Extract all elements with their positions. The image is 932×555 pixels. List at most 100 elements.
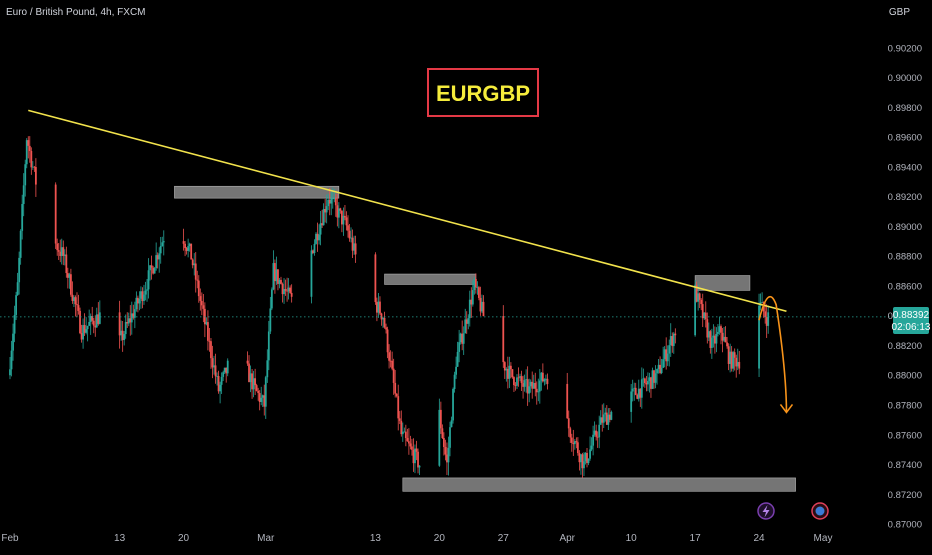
candle-body [599, 417, 602, 425]
candle-body [182, 241, 185, 244]
candle-body [74, 297, 77, 305]
price-zone[interactable] [694, 275, 751, 291]
candle-body [639, 388, 642, 398]
candle-body [570, 437, 573, 443]
price-zone[interactable] [174, 185, 340, 199]
candle-body [414, 448, 416, 464]
candle-body [184, 243, 186, 249]
candle-body [721, 332, 724, 341]
candle-body [92, 320, 95, 326]
candle-body [21, 203, 24, 231]
x-tick-label: 27 [498, 533, 510, 544]
candle-body [470, 299, 473, 305]
candle-body [325, 206, 328, 213]
candle-body [91, 316, 94, 321]
candle-body [467, 318, 470, 324]
candle-body [598, 424, 601, 438]
lightning-event-icon[interactable] [757, 502, 775, 520]
candle-body [284, 289, 287, 291]
candle-body [665, 349, 668, 362]
candle-body [24, 164, 27, 186]
candle-body [205, 322, 208, 325]
candle-body [89, 316, 92, 322]
candle-body [583, 461, 585, 469]
candle-body [132, 313, 135, 318]
candle-body [133, 309, 136, 318]
candle-body [127, 318, 130, 324]
candle-body [389, 360, 392, 362]
candle-body [473, 279, 476, 291]
candle-body [710, 337, 713, 348]
candle-body [523, 380, 526, 387]
candle-body [351, 237, 354, 251]
candle-body [278, 279, 281, 284]
symbol-badge[interactable]: EURGBP [427, 68, 539, 117]
y-tick-label: 0.89400 [888, 162, 922, 173]
candle-body [508, 365, 511, 379]
candle-body [251, 373, 253, 390]
x-tick-label: 17 [690, 533, 702, 544]
price-zone[interactable] [384, 273, 477, 285]
candle-body [474, 279, 477, 288]
candle-body [56, 243, 59, 251]
candle-body [155, 255, 158, 269]
descending-trendline[interactable] [28, 109, 787, 313]
candle-body [697, 293, 700, 302]
candle-body [633, 387, 636, 389]
candle-body [289, 287, 292, 293]
candle-body [514, 385, 517, 386]
candle-body [529, 381, 532, 387]
candle-body [140, 291, 142, 299]
candle-body [602, 414, 605, 423]
candle-body [572, 442, 575, 445]
candle-body [59, 251, 62, 256]
candle-body [662, 359, 665, 368]
current-price-box[interactable]: 0.88392 02:06:13 [892, 307, 931, 334]
candle-body [220, 376, 223, 385]
candle-body [336, 205, 339, 218]
candles-layer [9, 136, 770, 478]
y-tick-label: 0.89600 [888, 133, 922, 144]
candle-body [63, 254, 66, 256]
candle-body [263, 395, 266, 407]
candle-body [68, 274, 71, 278]
projection-path[interactable] [758, 295, 788, 413]
candle-body [502, 316, 505, 363]
candle-body [124, 322, 127, 335]
candle-body [354, 243, 357, 255]
candle-body [647, 381, 649, 385]
candle-body [511, 369, 514, 378]
y-tick-label: 0.87600 [888, 430, 922, 441]
event-icons[interactable] [757, 502, 829, 520]
candle-body [374, 254, 377, 303]
candle-body [31, 166, 34, 168]
candle-body [397, 396, 400, 419]
bar-countdown-label: 02:06:13 [892, 322, 931, 333]
candle-body [290, 292, 293, 297]
candle-body [97, 314, 100, 324]
candle-body [593, 430, 596, 435]
y-tick-label: 0.89800 [888, 103, 922, 114]
price-zone[interactable] [402, 477, 796, 492]
candle-body [312, 250, 314, 254]
y-axis[interactable]: 0.90200 0.90000 0.89800 0.89600 0.89400 0.892… [888, 43, 922, 530]
candle-body [270, 289, 273, 309]
y-tick-label: 0.88800 [888, 252, 922, 263]
candle-body [188, 243, 191, 247]
candle-body [258, 393, 261, 403]
candle-body [15, 295, 17, 315]
candle-body [388, 352, 390, 361]
candle-body [674, 333, 677, 336]
x-axis[interactable]: Feb 13 20 Mar 13 20 27 Apr 10 17 24 May [1, 533, 832, 544]
candle-body [651, 370, 654, 389]
candle-body [83, 325, 86, 333]
candle-body [80, 333, 83, 340]
candle-body [156, 255, 159, 260]
candle-body [138, 298, 141, 304]
candle-body [277, 269, 279, 284]
candle-body [595, 430, 598, 437]
candle-body [761, 302, 764, 303]
dividend-event-icon[interactable] [811, 502, 829, 520]
